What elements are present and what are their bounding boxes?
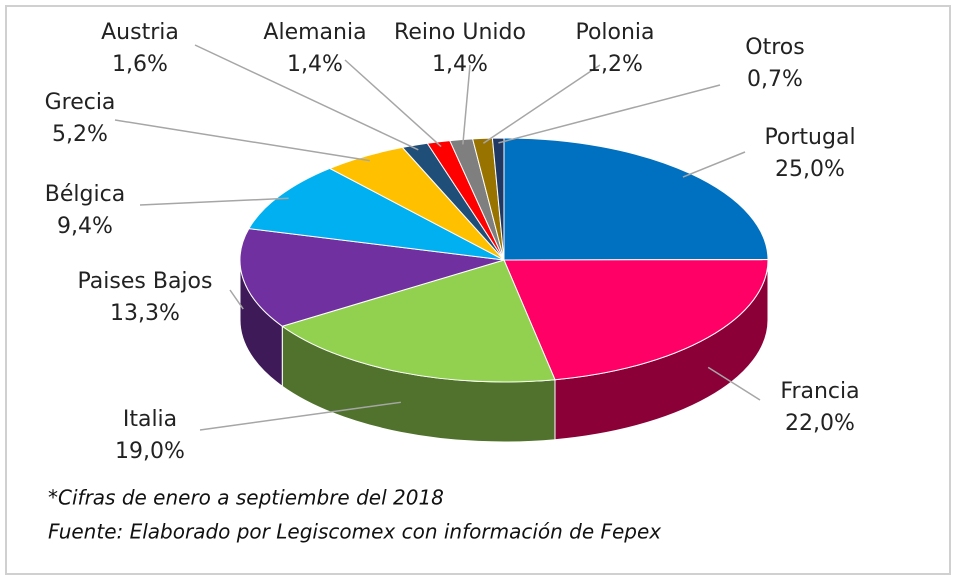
slice-value-label: 1,6%: [112, 52, 168, 77]
slice-value-label: 5,2%: [52, 122, 108, 147]
slice-label: Francia: [780, 379, 859, 404]
leader-line: [498, 84, 721, 144]
slice: [503, 259, 769, 381]
slice-label: Alemania: [263, 20, 366, 45]
leader-line: [462, 64, 471, 145]
source-note: Fuente: Elaborado por Legiscomex con inf…: [48, 520, 661, 544]
leader-line: [482, 64, 601, 144]
slice-value-label: 13,3%: [110, 301, 180, 326]
slice-label: Grecia: [45, 90, 116, 115]
leader-line: [682, 151, 746, 178]
slice-value-label: 19,0%: [115, 439, 185, 464]
slice-value-label: 1,2%: [587, 52, 643, 77]
slice-value-label: 22,0%: [785, 411, 855, 436]
slice-label: Portugal: [764, 125, 855, 150]
slice-label: Italia: [123, 407, 177, 432]
slice: [248, 167, 505, 261]
slice-value-label: 9,4%: [57, 214, 113, 239]
slice: [281, 259, 556, 383]
slice-value-label: 1,4%: [432, 52, 488, 77]
slice: [239, 228, 505, 327]
leader-line: [114, 119, 370, 162]
slice-label: Reino Unido: [394, 20, 526, 45]
slice-value-label: 0,7%: [747, 67, 803, 92]
leader-line: [199, 401, 401, 431]
slice: [491, 137, 505, 261]
slice-label: Austria: [101, 20, 179, 45]
leader-line: [707, 366, 761, 401]
slice-value-label: 25,0%: [775, 157, 845, 182]
slice-label: Otros: [745, 35, 804, 60]
slice-label: Paises Bajos: [78, 269, 213, 294]
leader-line: [229, 289, 244, 310]
leader-line: [344, 59, 442, 148]
slice-value-label: 1,4%: [287, 52, 343, 77]
leader-line: [139, 197, 289, 206]
footnote: *Cifras de enero a septiembre del 2018: [48, 486, 444, 510]
slice-label: Polonia: [575, 20, 654, 45]
leader-line: [194, 44, 419, 151]
slice-label: Bélgica: [45, 182, 125, 207]
